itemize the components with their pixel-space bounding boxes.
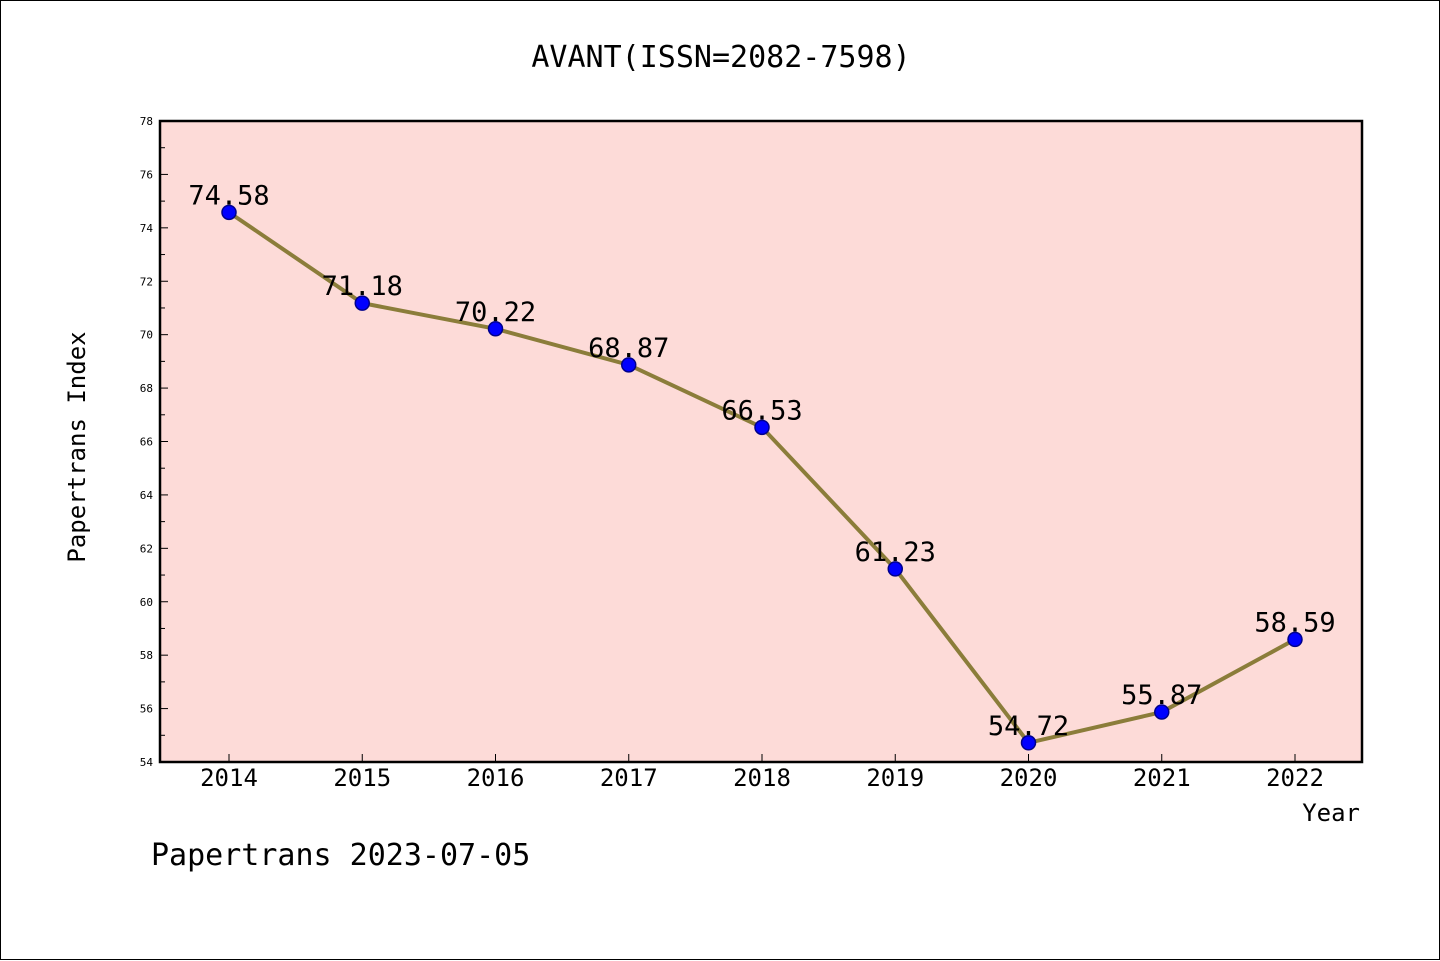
x-tick-label: 2022 (1266, 764, 1324, 792)
data-point-marker (887, 561, 903, 577)
data-point-marker (354, 295, 370, 311)
data-point-label: 74.58 (188, 180, 269, 211)
data-point-label: 66.53 (721, 395, 802, 426)
y-tick-label: 66 (140, 436, 153, 449)
x-tick-label: 2017 (600, 764, 658, 792)
x-tick-label: 2021 (1133, 764, 1191, 792)
y-tick-label: 64 (140, 489, 154, 502)
data-point-marker (1154, 704, 1170, 720)
y-tick-label: 74 (140, 222, 154, 235)
plot-border (158, 119, 1364, 764)
y-tick-label: 60 (140, 596, 153, 609)
data-point-marker (754, 419, 770, 436)
y-tick-label: 54 (140, 756, 154, 769)
footer-text: Papertrans 2023-07-05 (151, 838, 530, 873)
y-tick-label: 62 (140, 542, 153, 555)
y-axis: 54 56 58 60 62 64 66 68 70 72 74 76 78 (140, 115, 168, 769)
data-point-label: 54.72 (988, 711, 1069, 742)
data-point-label: 55.87 (1121, 680, 1202, 711)
y-tick-label: 56 (140, 703, 153, 716)
chart-title: AVANT(ISSN=2082-7598) (531, 40, 910, 75)
x-tick-label: 2015 (333, 764, 391, 792)
x-axis-label: Year (1302, 799, 1360, 827)
data-point-marker (1287, 631, 1303, 648)
data-point-marker (1020, 735, 1037, 751)
y-tick-label: 78 (140, 115, 153, 128)
y-tick-label: 70 (140, 329, 153, 342)
data-point-marker (221, 204, 237, 221)
y-tick-label: 68 (140, 382, 153, 395)
data-labels: 74.58 71.18 70.22 68.87 66.53 61.23 54.72 55.87… (188, 180, 1335, 741)
x-tick-label: 2014 (200, 764, 258, 792)
data-markers (221, 204, 1303, 751)
data-point-marker (621, 357, 637, 373)
x-tick-label: 2018 (733, 764, 791, 792)
data-point-label: 58.59 (1254, 607, 1335, 638)
data-point-label: 71.18 (322, 271, 403, 302)
y-axis-label: Papertrans Index (63, 331, 91, 562)
y-tick-label: 76 (140, 168, 153, 181)
y-tick-label: 58 (140, 649, 153, 662)
x-tick-label: 2016 (467, 764, 525, 792)
x-tick-label: 2019 (866, 764, 924, 792)
data-point-label: 70.22 (455, 297, 536, 328)
data-point-marker (487, 321, 504, 337)
plot-area (160, 121, 1362, 762)
data-point-label: 68.87 (588, 333, 669, 364)
x-tick-label: 2020 (1000, 764, 1058, 792)
y-tick-label: 72 (140, 275, 153, 288)
data-point-label: 61.23 (855, 537, 936, 568)
x-axis: 2014 2015 2016 2017 2018 2019 2020 2021 2022 (200, 754, 1324, 792)
